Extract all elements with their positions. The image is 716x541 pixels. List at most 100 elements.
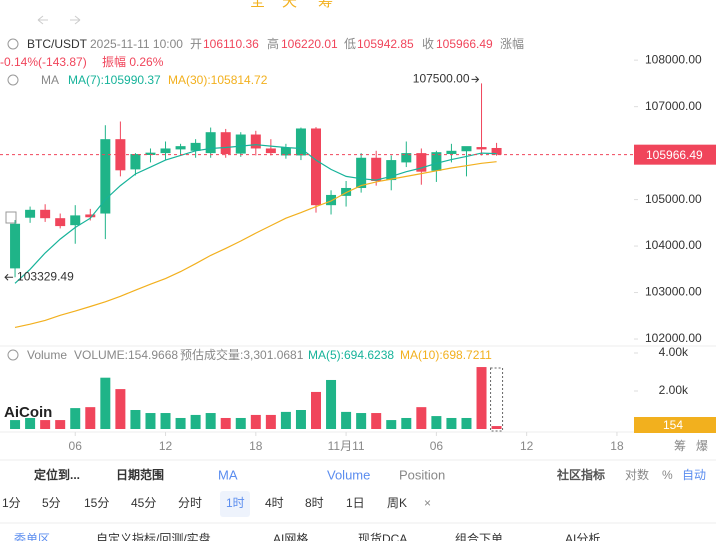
- toolbar-item[interactable]: 定位到...: [34, 467, 80, 482]
- interval[interactable]: 1日: [346, 496, 365, 510]
- volume-bar: [386, 420, 397, 429]
- volume-bar: [476, 367, 487, 429]
- toolbar-item[interactable]: %: [662, 468, 673, 482]
- volume-bar: [295, 409, 306, 429]
- volume-bar: [265, 414, 276, 429]
- candle-body: [100, 139, 111, 214]
- candle-body: [311, 128, 321, 206]
- candle-body: [205, 132, 216, 154]
- tab[interactable]: 委单区: [14, 532, 50, 541]
- volume-bar: [190, 414, 201, 429]
- toolbar-item[interactable]: Position: [399, 467, 445, 482]
- volume-bar: [235, 417, 246, 429]
- volume-bar: [280, 411, 291, 429]
- volume-bar: [341, 411, 352, 429]
- candle-body: [386, 160, 397, 181]
- candle-body: [326, 194, 337, 206]
- ma-line: [14, 144, 497, 284]
- interval[interactable]: 分时: [178, 496, 202, 510]
- interval[interactable]: 45分: [131, 496, 156, 510]
- label: 收: [422, 37, 434, 51]
- candle-body: [431, 152, 442, 171]
- x-tick-label: 18: [610, 439, 624, 453]
- tab[interactable]: AI网格: [273, 531, 308, 541]
- volume-bar: [371, 413, 382, 429]
- volume-outline: [490, 367, 504, 432]
- toolbar-item[interactable]: 日期范围: [116, 467, 164, 482]
- volume-legend: VOLUME:154.9668: [74, 348, 178, 362]
- volume-bar: [175, 417, 186, 429]
- volume-bar: [461, 417, 472, 429]
- interval[interactable]: 周K: [387, 496, 407, 510]
- label: 开: [190, 37, 202, 51]
- interval[interactable]: 5分: [42, 496, 61, 510]
- trash-icon[interactable]: [5, 211, 17, 224]
- candle-body: [356, 157, 367, 188]
- interval[interactable]: ×: [424, 496, 431, 510]
- volume-bar: [145, 413, 156, 429]
- y-tick-label: 107000.00: [645, 99, 702, 113]
- candle-body: [401, 153, 412, 163]
- volume-bar: [130, 409, 141, 429]
- toolbar-item[interactable]: 社区指标: [556, 467, 605, 482]
- redo-icon[interactable]: [70, 15, 81, 25]
- interval[interactable]: 8时: [305, 496, 324, 510]
- collapse-icon[interactable]: [7, 349, 19, 361]
- y-tick-label: 104000.00: [645, 238, 702, 252]
- candle-body: [220, 132, 231, 155]
- tab[interactable]: AI分析: [565, 532, 600, 541]
- x-tick-label: 06: [69, 439, 83, 453]
- corner-button[interactable]: 爆: [696, 439, 708, 453]
- candle-body: [70, 215, 81, 226]
- volume-bar: [491, 426, 502, 429]
- interval[interactable]: 1时: [226, 496, 245, 510]
- volume-bar: [40, 420, 51, 429]
- top-char[interactable]: 全: [250, 0, 265, 10]
- price-tag: [634, 144, 716, 165]
- candle-body: [250, 134, 261, 149]
- price-tag-label: 105966.49: [646, 148, 703, 162]
- volume-bar: [10, 420, 21, 429]
- candle-body: [175, 146, 186, 150]
- toolbar-item[interactable]: 自动: [682, 468, 706, 482]
- toolbar-item[interactable]: MA: [218, 467, 238, 482]
- candle-body: [25, 209, 36, 218]
- interval[interactable]: 1分: [2, 496, 21, 510]
- y-tick-label: 103000.00: [645, 285, 702, 299]
- legend-entry: MA(7):105990.37: [68, 73, 161, 87]
- x-tick-label: 06: [430, 439, 444, 453]
- tab[interactable]: 组合下单: [455, 531, 503, 541]
- max-label: 107500.00: [413, 72, 470, 86]
- volume-bar: [311, 391, 321, 429]
- tab[interactable]: 自定义指标/回测/实盘: [96, 531, 211, 541]
- top-char[interactable]: 天: [282, 0, 297, 10]
- collapse-icon[interactable]: [7, 38, 19, 50]
- y-tick-label: 105000.00: [645, 192, 702, 206]
- toolbar-item[interactable]: Volume: [327, 467, 370, 482]
- pair: BTC/USDT: [27, 37, 88, 51]
- volume-bar: [25, 417, 36, 429]
- x-tick-label: 12: [159, 439, 173, 453]
- corner-button[interactable]: 筹: [674, 439, 686, 453]
- candle-body: [265, 148, 276, 154]
- candle-body: [341, 187, 352, 196]
- volume-bar: [160, 413, 171, 429]
- min-arrow: [4, 273, 14, 281]
- value: 106110.36: [203, 37, 259, 51]
- interval[interactable]: 15分: [84, 496, 109, 510]
- min-label: 103329.49: [17, 269, 74, 283]
- candle-body: [130, 154, 141, 170]
- candle-body: [190, 142, 201, 151]
- max-arrow: [471, 76, 480, 83]
- candle-body: [280, 147, 291, 156]
- undo-icon[interactable]: [37, 15, 48, 25]
- toolbar-item[interactable]: 对数: [625, 467, 649, 482]
- y-tick-label: 108000.00: [645, 52, 702, 66]
- interval[interactable]: 4时: [265, 496, 284, 510]
- candle-body: [461, 146, 472, 152]
- tab[interactable]: 现货DCA: [358, 531, 407, 541]
- collapse-icon[interactable]: [7, 74, 19, 86]
- top-char[interactable]: 筹: [318, 0, 333, 10]
- volume-bar: [85, 407, 96, 429]
- volume-bar: [115, 389, 126, 429]
